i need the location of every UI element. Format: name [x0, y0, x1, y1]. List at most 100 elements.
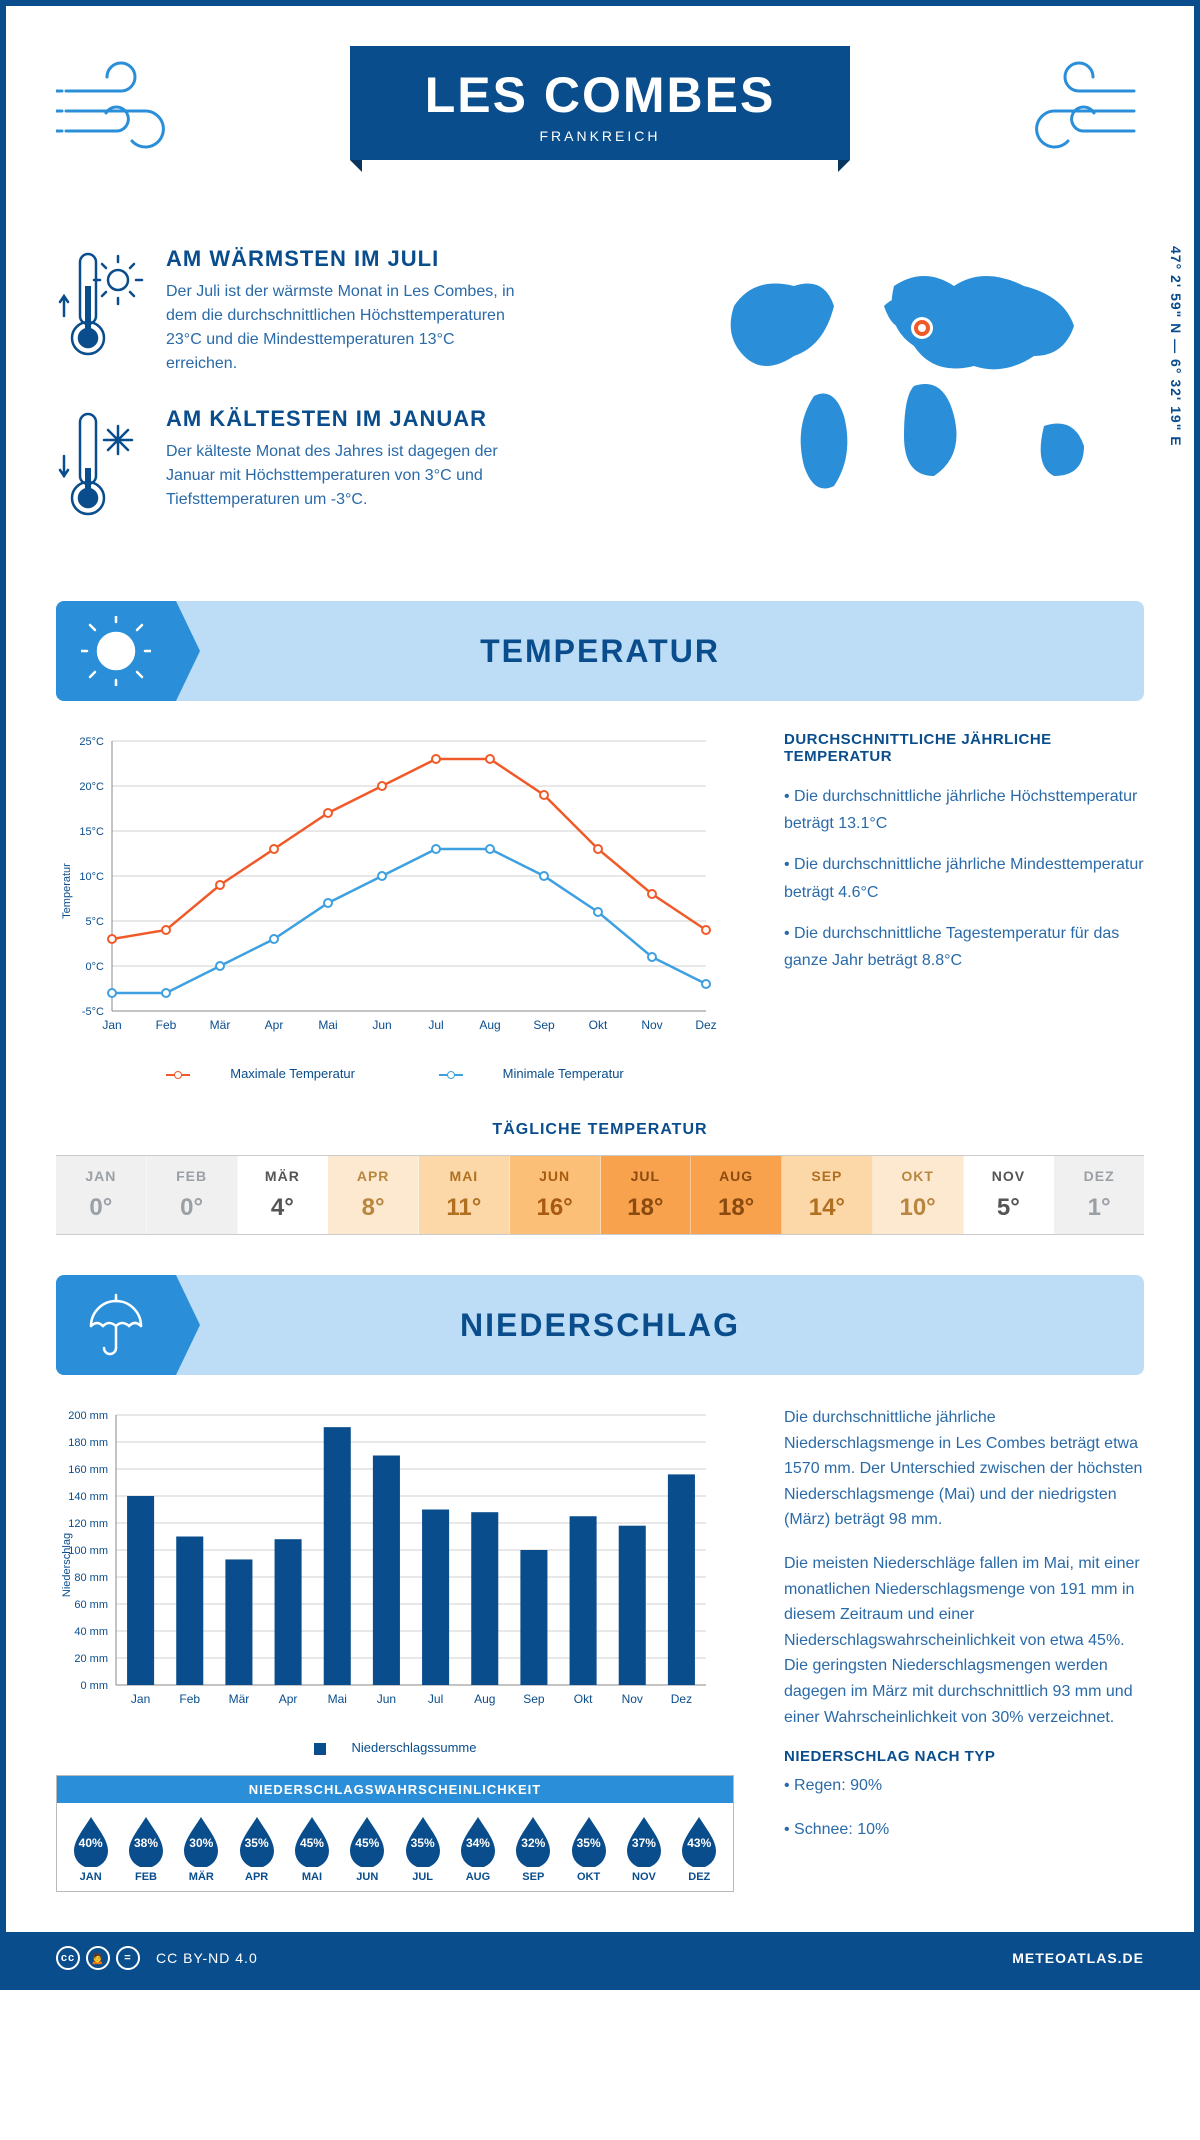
page-title: LES COMBES [390, 66, 810, 124]
sun-icon [56, 601, 176, 701]
svg-text:Mai: Mai [318, 1018, 337, 1032]
section-banner-precipitation: NIEDERSCHLAG [56, 1275, 1144, 1375]
raindrop-icon: 30% [180, 1815, 222, 1867]
license-text: CC BY-ND 4.0 [156, 1950, 258, 1966]
info-bullet: • Die durchschnittliche Tagestemperatur … [784, 920, 1144, 974]
svg-text:Apr: Apr [279, 1692, 298, 1706]
precip-type-title: NIEDERSCHLAG NACH TYP [784, 1748, 1144, 1765]
chart-legend: Maximale Temperatur Minimale Temperatur [56, 1066, 734, 1081]
svg-text:Mär: Mär [210, 1018, 231, 1032]
prob-cell: 43% DEZ [672, 1815, 727, 1883]
svg-text:0°C: 0°C [86, 961, 105, 973]
raindrop-icon: 45% [346, 1815, 388, 1867]
info-title: DURCHSCHNITTLICHE JÄHRLICHE TEMPERATUR [784, 731, 1144, 765]
precipitation-probability-box: NIEDERSCHLAGSWAHRSCHEINLICHKEIT 40% JAN … [56, 1775, 734, 1892]
svg-text:80 mm: 80 mm [74, 1572, 108, 1584]
daily-cell: JUL18° [601, 1156, 692, 1234]
svg-text:Aug: Aug [474, 1692, 495, 1706]
svg-text:Temperatur: Temperatur [61, 863, 73, 919]
svg-text:10°C: 10°C [79, 871, 104, 883]
section-title: TEMPERATUR [480, 633, 720, 670]
page-subtitle: FRANKREICH [390, 128, 810, 144]
prob-cell: 37% NOV [616, 1815, 671, 1883]
site-name: METEOATLAS.DE [1012, 1950, 1144, 1966]
svg-text:Dez: Dez [695, 1018, 716, 1032]
daily-cell: NOV5° [964, 1156, 1055, 1234]
precip-type: • Schnee: 10% [784, 1817, 1144, 1843]
temperature-line-chart: -5°C0°C5°C10°C15°C20°C25°CJanFebMärAprMa… [56, 731, 734, 1081]
temperature-info: DURCHSCHNITTLICHE JÄHRLICHE TEMPERATUR •… [784, 731, 1144, 1081]
svg-text:100 mm: 100 mm [68, 1545, 108, 1557]
daily-cell: SEP14° [782, 1156, 873, 1234]
daily-cell: MAI11° [419, 1156, 510, 1234]
svg-text:Jan: Jan [102, 1018, 121, 1032]
chart-legend: Niederschlagssumme [56, 1740, 734, 1755]
section-title: NIEDERSCHLAG [460, 1307, 740, 1344]
nd-icon: = [116, 1946, 140, 1970]
prob-cell: 35% OKT [561, 1815, 616, 1883]
raindrop-icon: 45% [291, 1815, 333, 1867]
svg-text:15°C: 15°C [79, 826, 104, 838]
footer: cc 🙍 = CC BY-ND 4.0 METEOATLAS.DE [6, 1932, 1194, 1984]
legend-min: Minimale Temperatur [503, 1066, 624, 1081]
daily-cell: APR8° [328, 1156, 419, 1234]
svg-text:20°C: 20°C [79, 781, 104, 793]
svg-text:-5°C: -5°C [82, 1006, 104, 1018]
raindrop-icon: 38% [125, 1815, 167, 1867]
raindrop-icon: 35% [402, 1815, 444, 1867]
precip-para: Die meisten Niederschläge fallen im Mai,… [784, 1551, 1144, 1730]
svg-text:Aug: Aug [479, 1018, 500, 1032]
raindrop-icon: 32% [512, 1815, 554, 1867]
by-icon: 🙍 [86, 1946, 110, 1970]
daily-cell: DEZ1° [1054, 1156, 1144, 1234]
svg-text:60 mm: 60 mm [74, 1599, 108, 1611]
wind-decoration-icon [1014, 56, 1144, 156]
daily-cell: AUG18° [691, 1156, 782, 1234]
warm-block: AM WÄRMSTEN IM JULI Der Juli ist der wär… [56, 246, 664, 376]
svg-text:Jan: Jan [131, 1692, 150, 1706]
precip-para: Die durchschnittliche jährliche Niedersc… [784, 1405, 1144, 1533]
svg-text:180 mm: 180 mm [68, 1437, 108, 1449]
section-banner-temperature: TEMPERATUR [56, 601, 1144, 701]
precipitation-bar-chart: 0 mm20 mm40 mm60 mm80 mm100 mm120 mm140 … [56, 1405, 734, 1755]
svg-text:0 mm: 0 mm [81, 1680, 109, 1692]
prob-cell: 45% MAI [284, 1815, 339, 1883]
umbrella-icon [56, 1275, 176, 1375]
svg-text:Okt: Okt [574, 1692, 593, 1706]
raindrop-icon: 37% [623, 1815, 665, 1867]
prob-title: NIEDERSCHLAGSWAHRSCHEINLICHKEIT [57, 1776, 733, 1803]
prob-cell: 38% FEB [118, 1815, 173, 1883]
svg-text:Nov: Nov [641, 1018, 662, 1032]
svg-text:Mär: Mär [229, 1692, 250, 1706]
warm-text: Der Juli ist der wärmste Monat in Les Co… [166, 280, 526, 376]
svg-text:Jul: Jul [428, 1018, 443, 1032]
prob-cell: 32% SEP [506, 1815, 561, 1883]
thermometer-snow-icon [56, 406, 146, 531]
svg-text:200 mm: 200 mm [68, 1410, 108, 1422]
info-bullet: • Die durchschnittliche jährliche Mindes… [784, 851, 1144, 905]
prob-cell: 34% AUG [450, 1815, 505, 1883]
svg-text:25°C: 25°C [79, 736, 104, 748]
daily-cell: FEB0° [147, 1156, 238, 1234]
svg-text:20 mm: 20 mm [74, 1653, 108, 1665]
raindrop-icon: 34% [457, 1815, 499, 1867]
warm-title: AM WÄRMSTEN IM JULI [166, 246, 526, 272]
prob-cell: 35% JUL [395, 1815, 450, 1883]
legend-label: Niederschlagssumme [352, 1740, 477, 1755]
prob-cell: 30% MÄR [174, 1815, 229, 1883]
legend-max: Maximale Temperatur [230, 1066, 355, 1081]
raindrop-icon: 35% [236, 1815, 278, 1867]
svg-text:Dez: Dez [671, 1692, 692, 1706]
prob-cell: 40% JAN [63, 1815, 118, 1883]
svg-text:Jun: Jun [372, 1018, 391, 1032]
svg-text:Jul: Jul [428, 1692, 443, 1706]
svg-text:Nov: Nov [622, 1692, 643, 1706]
raindrop-icon: 43% [678, 1815, 720, 1867]
precipitation-info: Die durchschnittliche jährliche Niedersc… [784, 1405, 1144, 1892]
cold-text: Der kälteste Monat des Jahres ist dagege… [166, 440, 526, 512]
precip-type: • Regen: 90% [784, 1773, 1144, 1799]
raindrop-icon: 40% [70, 1815, 112, 1867]
title-banner: LES COMBES FRANKREICH [350, 46, 850, 160]
svg-text:Feb: Feb [156, 1018, 177, 1032]
svg-text:Mai: Mai [328, 1692, 347, 1706]
